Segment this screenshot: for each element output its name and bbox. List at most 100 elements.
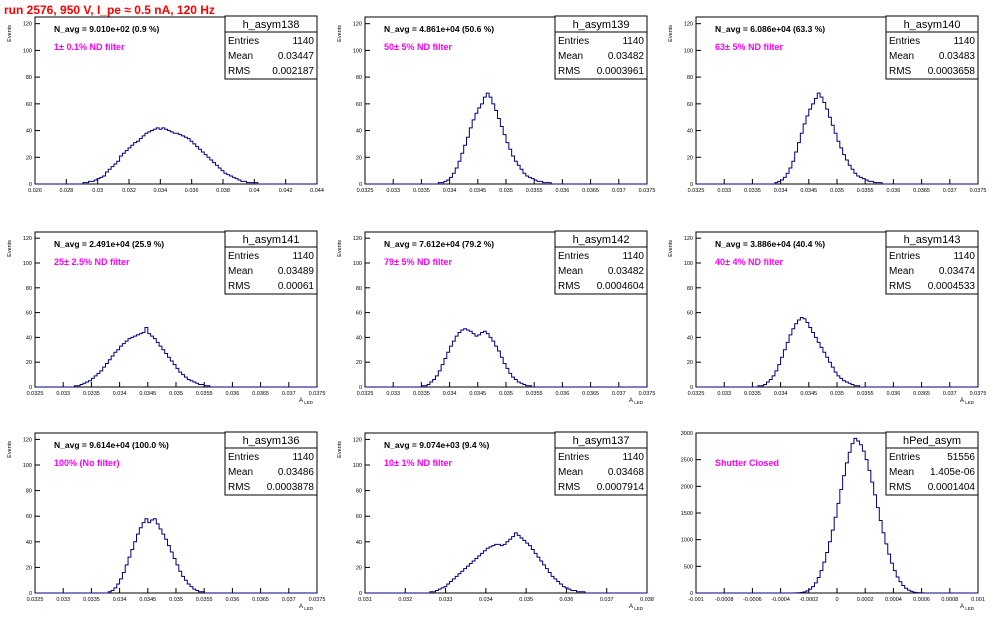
filter-label: 10± 1% ND filter (384, 458, 452, 468)
y-axis-label: Events (7, 441, 13, 458)
x-tick-label: -0.0006 (743, 597, 762, 603)
x-tick-label: 0.036 (887, 188, 901, 194)
x-tick-label: 0 (835, 597, 838, 603)
y-tick-label: 3000 (681, 431, 693, 437)
stat-value-entries: 1140 (953, 251, 975, 262)
x-tick-label: -0.0008 (715, 597, 734, 603)
y-tick-label: 20 (26, 565, 32, 571)
stat-value-entries: 1140 (292, 452, 314, 463)
stat-value-rms: 0.0003961 (597, 66, 645, 77)
y-tick-label: 20 (687, 155, 693, 161)
x-tick-label: 0.031 (358, 597, 372, 603)
y-tick-label: 60 (356, 311, 362, 317)
x-tick-label: 0.035 (830, 391, 844, 397)
histogram-panel-h_asym140: 0 20 40 60 80 100 120 0.0325 0.033 0.0335 0.034 0.0… (668, 15, 986, 194)
y-tick-label: 40 (687, 129, 693, 135)
histogram-panel-h_asym143: 0 20 40 60 80 100 120 0.0325 0.033 0.0335 0.034 0.0… (668, 230, 986, 405)
y-axis-label: Events (7, 240, 13, 257)
x-tick-label: 0.036 (556, 188, 570, 194)
y-tick-label: 60 (687, 311, 693, 317)
x-tick-label: 0.0355 (196, 391, 213, 397)
x-tick-label: 0.034 (113, 391, 127, 397)
x-tick-label: -0.0004 (771, 597, 790, 603)
filter-label: 100% (No filter) (54, 458, 120, 468)
x-tick-label: 0.0375 (639, 188, 656, 194)
x-tick-label: 0.0375 (309, 597, 326, 603)
stat-label-mean: Mean (889, 467, 914, 478)
x-tick-label: 0.034 (113, 597, 127, 603)
filter-label: 25± 2.5% ND filter (54, 257, 130, 267)
stats-box (224, 230, 318, 295)
y-axis-label: Events (668, 25, 674, 42)
x-tick-label: 0.0365 (582, 391, 599, 397)
x-tick-label: 0.038 (640, 597, 654, 603)
stat-label-rms: RMS (558, 281, 581, 292)
x-tick-label: 0.0365 (913, 391, 930, 397)
stat-value-entries: 1140 (953, 36, 975, 47)
y-tick-label: 60 (356, 102, 362, 108)
stat-label-entries: Entries (228, 452, 259, 463)
x-tick-label: 0.0345 (800, 391, 817, 397)
navg-label: N_avg = 7.612e+04 (79.2 %) (384, 239, 494, 249)
y-tick-label: 80 (356, 75, 362, 81)
stat-label-mean: Mean (228, 266, 253, 277)
y-tick-label: 120 (353, 437, 362, 443)
x-tick-label: 0.034 (443, 391, 457, 397)
x-tick-label: 0.037 (612, 391, 626, 397)
x-tick-label: 0.033 (386, 188, 400, 194)
x-tick-label: 0.0365 (913, 188, 930, 194)
x-axis-label: A LED (299, 604, 314, 611)
x-tick-label: 0.0345 (800, 188, 817, 194)
y-tick-label: 1000 (681, 538, 693, 544)
y-tick-label: 120 (353, 22, 362, 28)
x-tick-label: 0.035 (499, 391, 513, 397)
x-tick-label: 0.033 (386, 391, 400, 397)
y-tick-label: 120 (23, 437, 32, 443)
x-tick-label: -0.0002 (799, 597, 818, 603)
stat-label-rms: RMS (228, 482, 251, 493)
y-axis-label: Events (337, 240, 343, 257)
x-axis-label: A LED (960, 398, 975, 405)
stat-value-mean: 0.03486 (278, 467, 315, 478)
stat-value-mean: 0.03474 (939, 266, 976, 277)
y-tick-label: 60 (26, 102, 32, 108)
y-tick-label: 40 (356, 540, 362, 546)
x-tick-label: 0.036 (185, 188, 199, 194)
y-tick-label: 80 (356, 489, 362, 495)
x-axis-label: A LED (629, 398, 644, 405)
filter-label: 63± 5% ND filter (715, 42, 783, 52)
stat-label-entries: Entries (889, 251, 920, 262)
stat-value-entries: 1140 (292, 36, 314, 47)
x-tick-label: 0.0375 (639, 391, 656, 397)
y-tick-label: 40 (26, 129, 32, 135)
x-tick-label: 0.0345 (139, 597, 156, 603)
stat-label-entries: Entries (228, 251, 259, 262)
x-tick-label: 0.0335 (744, 391, 761, 397)
histogram-panel-hPed_asym: 0 500 1000 1500 2000 2500 3000 -0.001 -0.0008 -0.… (681, 431, 985, 611)
stat-label-rms: RMS (558, 482, 581, 493)
histogram-name: h_asym138 (243, 19, 300, 31)
stat-label-entries: Entries (228, 36, 259, 47)
stats-box (885, 230, 979, 295)
histogram-line (696, 92, 978, 185)
y-tick-label: 20 (356, 155, 362, 161)
y-tick-label: 0 (690, 385, 693, 391)
stat-label-rms: RMS (228, 281, 251, 292)
stat-value-rms: 0.0007914 (597, 482, 645, 493)
histogram-panel-h_asym141: 0 20 40 60 80 100 120 0.0325 0.033 0.0335 0.034 0.0… (7, 230, 325, 405)
y-tick-label: 60 (687, 102, 693, 108)
histogram-line (696, 437, 978, 594)
stats-box (885, 431, 979, 496)
x-tick-label: 0.0355 (857, 188, 874, 194)
x-tick-label: 0.0365 (252, 597, 269, 603)
stats-box (554, 431, 648, 496)
y-tick-label: 40 (687, 335, 693, 341)
x-tick-label: 0.0335 (83, 597, 100, 603)
x-tick-label: 0.0325 (27, 597, 44, 603)
stat-label-mean: Mean (889, 51, 914, 62)
navg-label: N_avg = 6.086e+04 (63.3 %) (715, 24, 825, 34)
stats-box (885, 15, 979, 80)
x-tick-label: 0.0355 (526, 391, 543, 397)
stat-value-entries: 1140 (622, 36, 644, 47)
stat-value-mean: 0.03489 (278, 266, 315, 277)
